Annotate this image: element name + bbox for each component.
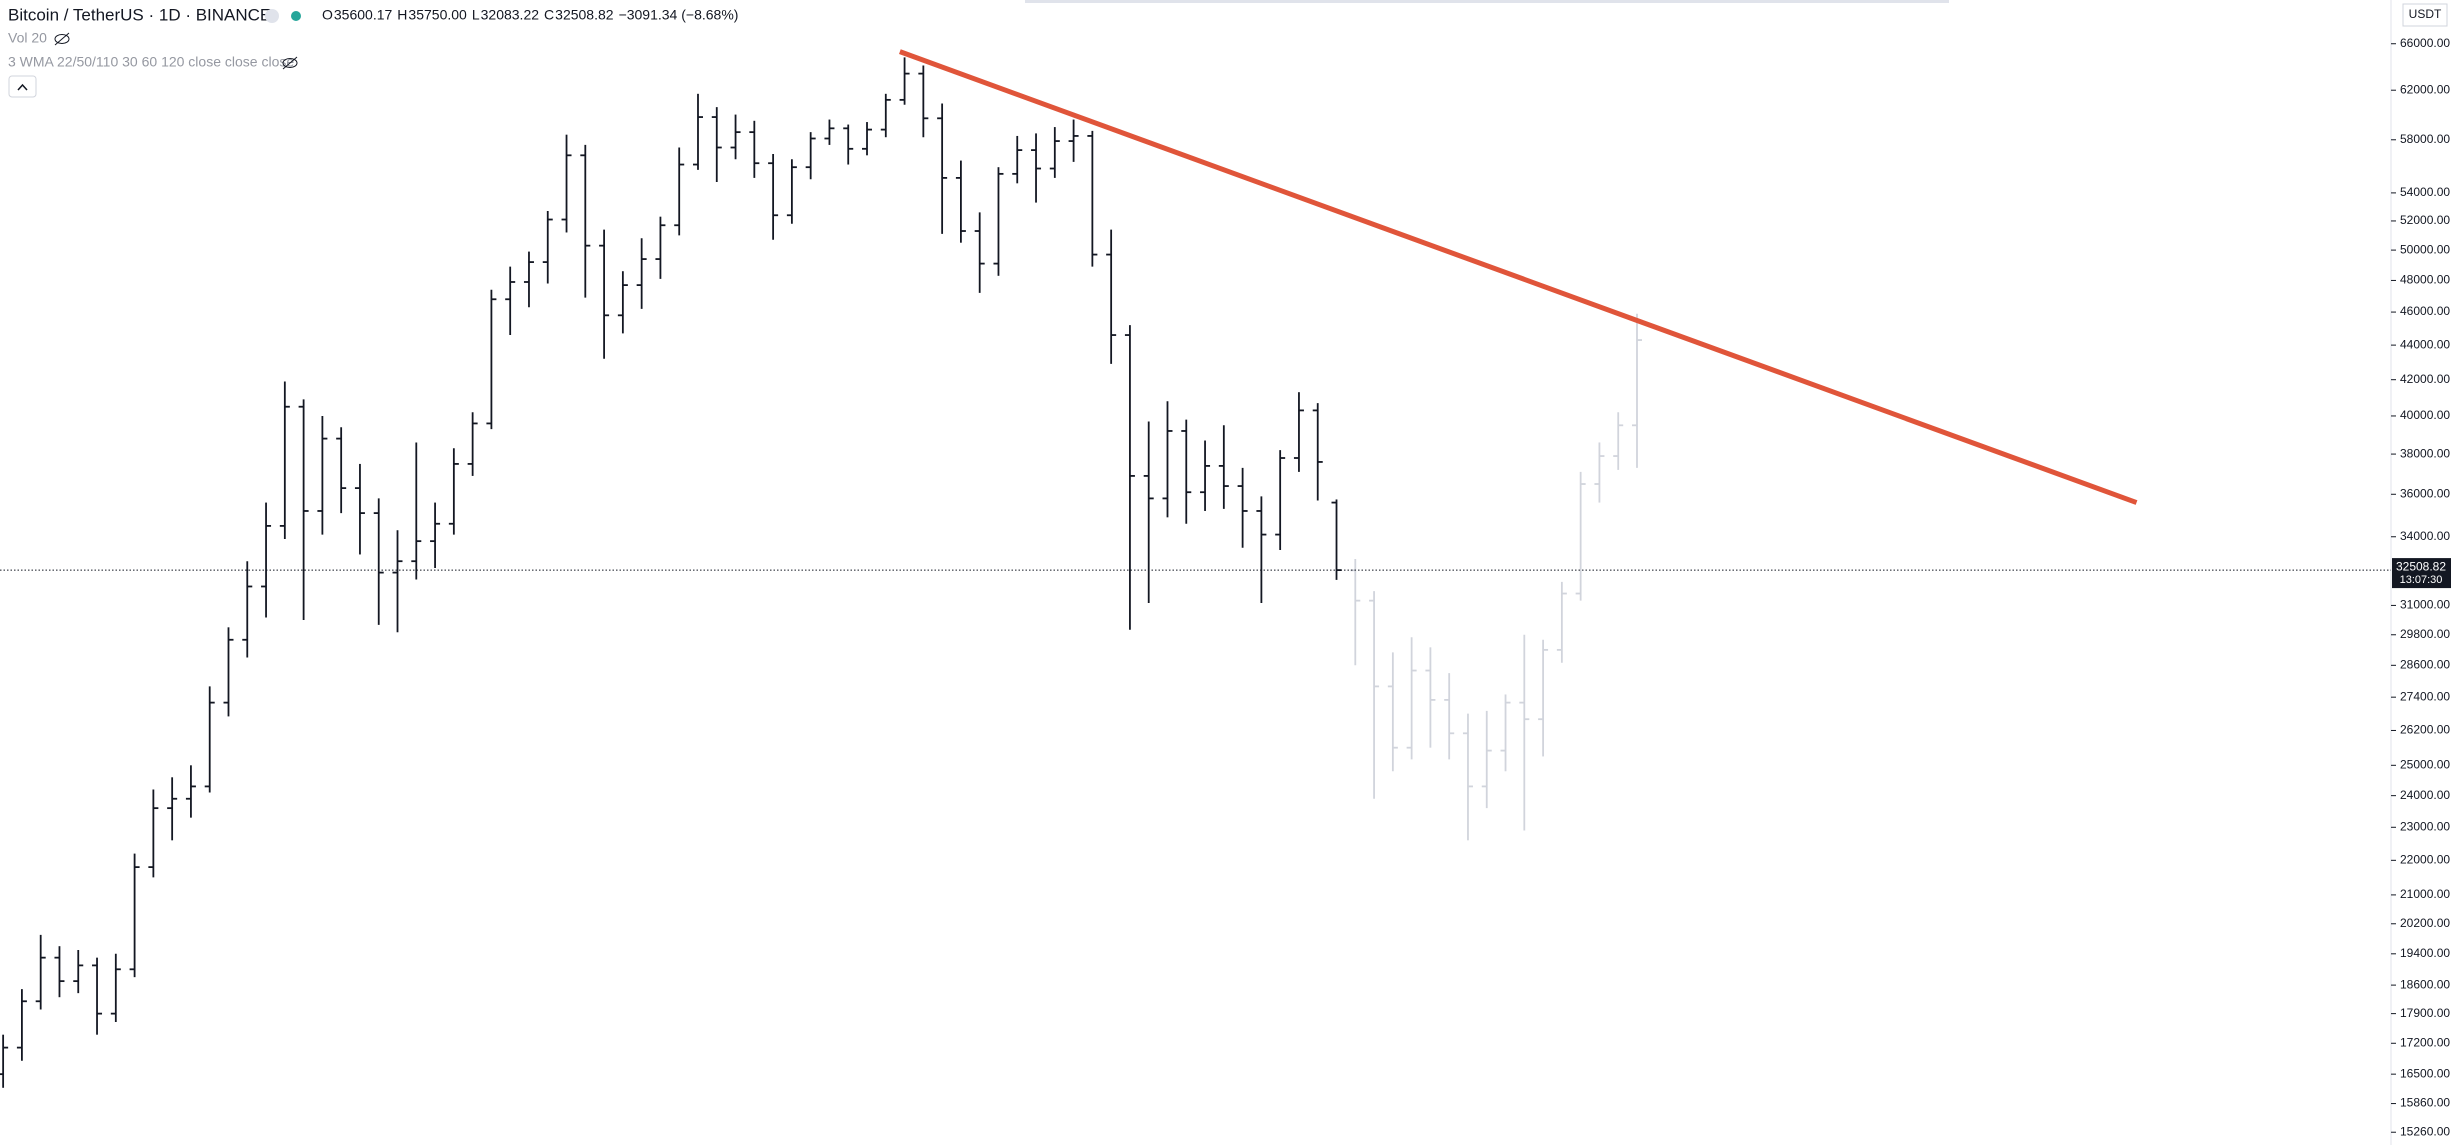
y-tick-label: 66000.00 [2400, 36, 2450, 50]
status-dot [291, 11, 301, 21]
y-tick-label: 15860.00 [2400, 1096, 2450, 1110]
currency-box[interactable] [2402, 3, 2448, 27]
y-tick-label: 21000.00 [2400, 887, 2450, 901]
y-tick-label: 25000.00 [2400, 757, 2450, 771]
y-tick-label: 17200.00 [2400, 1035, 2450, 1049]
collapse-button[interactable] [8, 75, 37, 98]
y-tick-label: 16500.00 [2400, 1066, 2450, 1080]
y-tick-label: 22000.00 [2400, 852, 2450, 866]
y-tick-label: 28600.00 [2400, 657, 2450, 671]
ohlc-value: 32508.82 [555, 7, 614, 23]
y-tick-label: 46000.00 [2400, 304, 2450, 318]
y-tick-label: 24000.00 [2400, 788, 2450, 802]
y-tick-label: 31000.00 [2400, 598, 2450, 612]
ohlc-key: L [472, 7, 480, 23]
y-tick-label: 38000.00 [2400, 446, 2450, 460]
y-tick-label: 23000.00 [2400, 819, 2450, 833]
menu-dot[interactable] [265, 9, 279, 23]
currency-label: USDT [2409, 7, 2442, 21]
y-tick-label: 29800.00 [2400, 627, 2450, 641]
y-tick-label: 40000.00 [2400, 408, 2450, 422]
hide-icon[interactable] [54, 32, 70, 46]
y-tick-label: 42000.00 [2400, 372, 2450, 386]
last-price-box [2392, 558, 2451, 589]
indicator-label: 3 WMA 22/50/110 30 60 120 close close cl… [8, 54, 294, 70]
y-tick-label: 18600.00 [2400, 977, 2450, 991]
y-tick-label: 54000.00 [2400, 185, 2450, 199]
collapse-icon [17, 83, 28, 91]
y-tick-label: 62000.00 [2400, 82, 2450, 96]
y-tick-label: 50000.00 [2400, 242, 2450, 256]
y-tick-label: 27400.00 [2400, 689, 2450, 703]
y-tick-label: 34000.00 [2400, 529, 2450, 543]
change: −3091.34 (−8.68%) [619, 7, 739, 23]
ohlc-value: 35600.17 [334, 7, 393, 23]
ohlc-key: O [322, 7, 333, 23]
trendline [899, 49, 2138, 505]
legend: Bitcoin / TetherUS · 1D · BINANCE Vol 20… [8, 5, 739, 98]
ohlc-key: H [397, 7, 407, 23]
symbol-title: Bitcoin / TetherUS · 1D · BINANCE [8, 5, 271, 24]
y-tick-label: 36000.00 [2400, 486, 2450, 500]
countdown-label: 13:07:30 [2400, 574, 2443, 586]
y-tick-label: 48000.00 [2400, 273, 2450, 287]
y-tick-label: 19400.00 [2400, 946, 2450, 960]
y-tick-label: 17900.00 [2400, 1006, 2450, 1020]
ohlc-value: 32083.22 [481, 7, 540, 23]
y-tick-label: 15260.00 [2400, 1124, 2450, 1138]
hide-icon[interactable] [282, 56, 298, 70]
y-tick-label: 58000.00 [2400, 132, 2450, 146]
floating-toolbar [1025, 0, 1949, 3]
ohlc-value: 35750.00 [408, 7, 467, 23]
y-tick-label: 44000.00 [2400, 337, 2450, 351]
indicator-label: Vol 20 [8, 30, 47, 46]
y-tick-label: 26200.00 [2400, 723, 2450, 737]
ohlc-key: C [544, 7, 554, 23]
last-price-label: 32508.82 [2396, 559, 2446, 573]
y-tick-label: 52000.00 [2400, 213, 2450, 227]
y-tick-label: 20200.00 [2400, 916, 2450, 930]
